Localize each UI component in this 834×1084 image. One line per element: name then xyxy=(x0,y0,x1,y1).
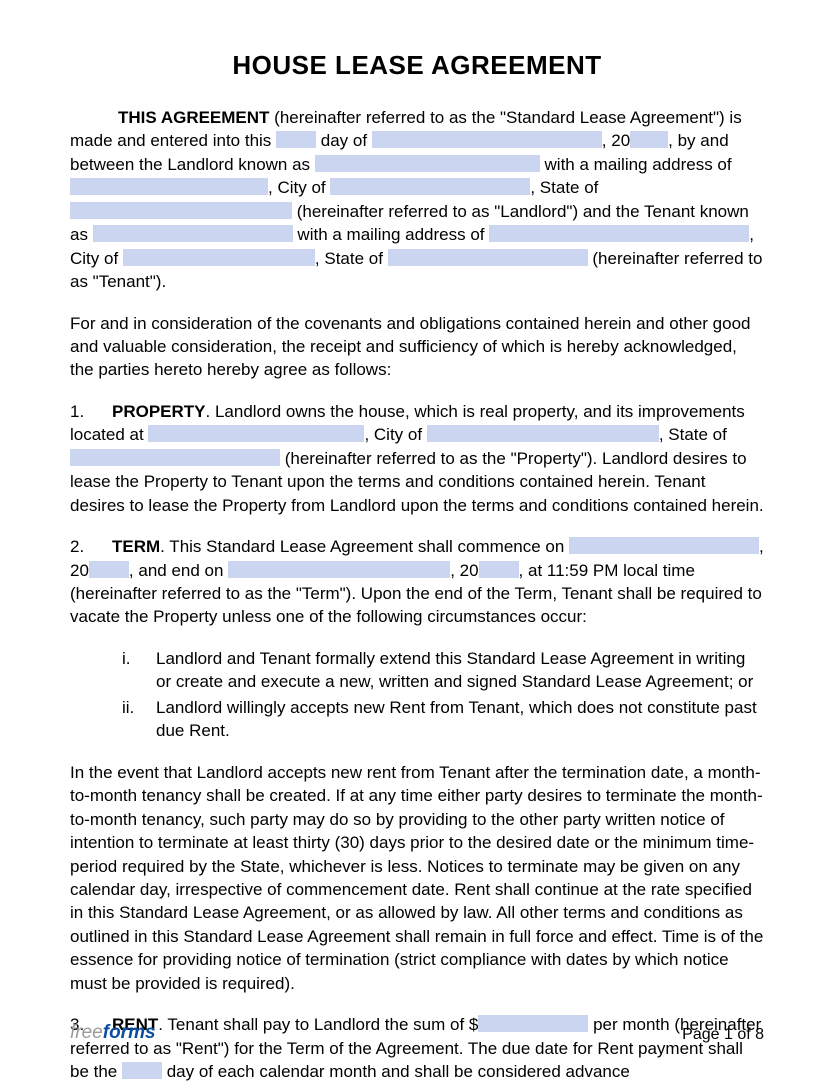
list-txt-i: Landlord and Tenant formally extend this… xyxy=(156,647,764,694)
intro-t11: , State of xyxy=(315,249,388,268)
blank-property-city[interactable] xyxy=(427,425,659,442)
intro-lead: THIS AGREEMENT xyxy=(118,108,269,127)
intro-t7: , State of xyxy=(530,178,598,197)
blank-term-end-year[interactable] xyxy=(479,561,519,578)
logo-forms: forms xyxy=(103,1022,156,1043)
s1-t3: , State of xyxy=(659,425,727,444)
s2-t1: . This Standard Lease Agreement shall co… xyxy=(160,537,569,556)
s2-head: TERM xyxy=(112,537,160,556)
logo-free: free xyxy=(70,1022,103,1043)
blank-property-state[interactable] xyxy=(70,449,280,466)
blank-rent-day[interactable] xyxy=(122,1062,162,1079)
freeforms-logo: freeforms xyxy=(70,1020,156,1046)
s2-num: 2. xyxy=(70,535,112,558)
blank-tenant-state[interactable] xyxy=(388,249,588,266)
list-item: ii. Landlord willingly accepts new Rent … xyxy=(122,696,764,743)
blank-landlord-name[interactable] xyxy=(315,155,540,172)
blank-year[interactable] xyxy=(630,131,668,148)
blank-landlord-address[interactable] xyxy=(70,178,268,195)
consideration-paragraph: For and in consideration of the covenant… xyxy=(70,312,764,382)
s3-t3: day of each calendar month and shall be … xyxy=(162,1062,630,1081)
intro-t5: with a mailing address of xyxy=(540,155,732,174)
blank-month[interactable] xyxy=(372,131,602,148)
list-item: i. Landlord and Tenant formally extend t… xyxy=(122,647,764,694)
blank-landlord-state[interactable] xyxy=(70,202,292,219)
blank-term-start-year[interactable] xyxy=(89,561,129,578)
s2-t3: , and end on xyxy=(129,561,228,580)
section-1-property: 1.PROPERTY. Landlord owns the house, whi… xyxy=(70,400,764,517)
list-txt-ii: Landlord willingly accepts new Rent from… xyxy=(156,696,764,743)
section-2-term: 2.TERM. This Standard Lease Agreement sh… xyxy=(70,535,764,629)
blank-landlord-city[interactable] xyxy=(330,178,530,195)
intro-t6: , City of xyxy=(268,178,330,197)
intro-t9: with a mailing address of xyxy=(293,225,490,244)
blank-tenant-name[interactable] xyxy=(93,225,293,242)
intro-paragraph: THIS AGREEMENT (hereinafter referred to … xyxy=(70,106,764,294)
document-title: HOUSE LEASE AGREEMENT xyxy=(70,48,764,84)
s1-head: PROPERTY xyxy=(112,402,206,421)
intro-t3: , 20 xyxy=(602,131,630,150)
blank-property-address[interactable] xyxy=(148,425,364,442)
blank-term-start[interactable] xyxy=(569,537,759,554)
blank-day[interactable] xyxy=(276,131,316,148)
list-num-i: i. xyxy=(122,647,156,694)
s1-t2: , City of xyxy=(364,425,426,444)
term-list: i. Landlord and Tenant formally extend t… xyxy=(70,647,764,743)
s1-num: 1. xyxy=(70,400,112,423)
blank-term-end[interactable] xyxy=(228,561,450,578)
month-to-month-paragraph: In the event that Landlord accepts new r… xyxy=(70,761,764,996)
page-number: Page 1 of 8 xyxy=(682,1024,764,1046)
intro-t2: day of xyxy=(316,131,372,150)
blank-tenant-city[interactable] xyxy=(123,249,315,266)
s2-t4: , 20 xyxy=(450,561,478,580)
page-footer: freeforms Page 1 of 8 xyxy=(70,1020,764,1046)
list-num-ii: ii. xyxy=(122,696,156,743)
blank-tenant-address[interactable] xyxy=(489,225,749,242)
